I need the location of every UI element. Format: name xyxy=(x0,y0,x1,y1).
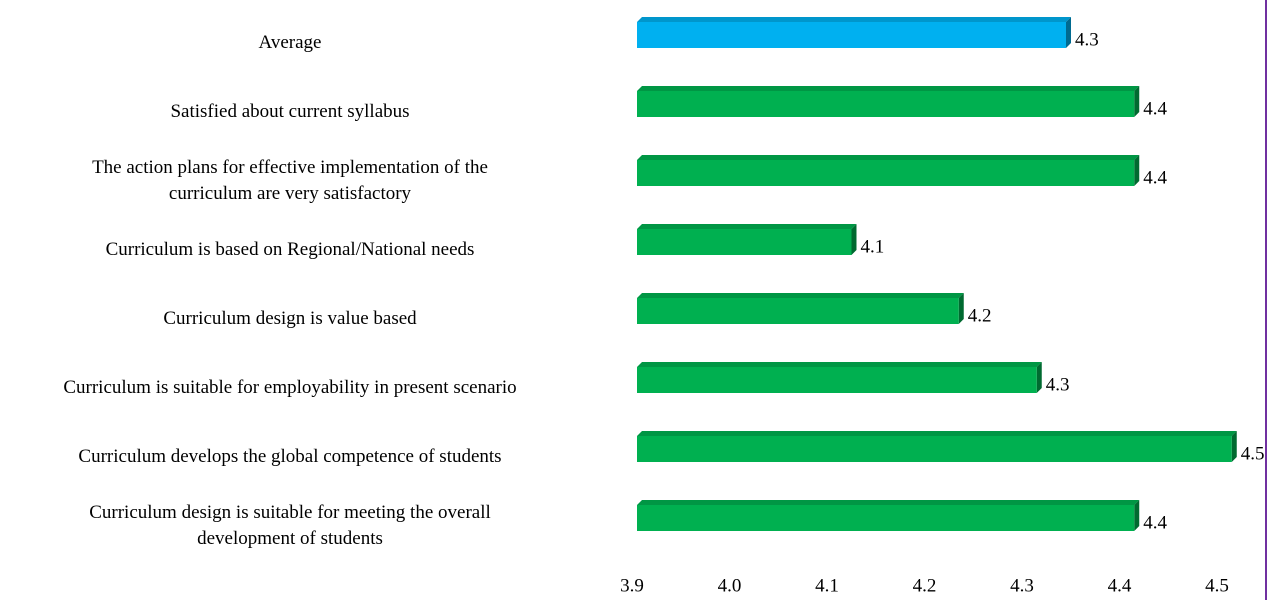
data-label: 4.3 xyxy=(1075,29,1099,50)
bar-side xyxy=(851,224,857,255)
bar-side xyxy=(1134,86,1140,117)
bar-top xyxy=(637,224,857,229)
data-label: 4.4 xyxy=(1143,167,1167,188)
bar-top xyxy=(637,293,964,298)
x-tick-label: 3.9 xyxy=(620,575,644,596)
data-label: 4.1 xyxy=(861,236,885,257)
data-label: 4.4 xyxy=(1143,512,1167,533)
bar xyxy=(637,91,1135,117)
category-label: Curriculum is suitable for employability… xyxy=(63,377,517,398)
data-label: 4.4 xyxy=(1143,98,1167,119)
bar xyxy=(637,436,1232,462)
x-tick-label: 4.1 xyxy=(815,575,839,596)
bar-side xyxy=(1036,362,1042,393)
bar-side xyxy=(1134,500,1140,531)
x-tick-label: 4.4 xyxy=(1108,575,1132,596)
category-label: The action plans for effective implement… xyxy=(92,157,488,204)
bar-side xyxy=(1231,431,1237,462)
bar xyxy=(637,505,1135,531)
category-label: Curriculum design is suitable for meetin… xyxy=(89,502,491,549)
bar-top xyxy=(637,155,1140,160)
x-tick-label: 4.0 xyxy=(718,575,742,596)
x-tick-label: 4.2 xyxy=(913,575,937,596)
category-label: Satisfied about current syllabus xyxy=(170,101,410,122)
data-label: 4.5 xyxy=(1241,443,1265,464)
bar-side xyxy=(958,293,964,324)
bar xyxy=(637,229,852,255)
bar-top xyxy=(637,86,1140,91)
category-label: Curriculum design is value based xyxy=(163,308,417,329)
data-label: 4.2 xyxy=(968,305,992,326)
bar xyxy=(637,160,1135,186)
bar xyxy=(637,367,1037,393)
data-label: 4.3 xyxy=(1046,374,1070,395)
bar-top xyxy=(637,431,1237,436)
category-label: Curriculum develops the global competenc… xyxy=(78,446,502,467)
bar-top xyxy=(637,500,1140,505)
bar-top xyxy=(637,362,1042,367)
x-tick-label: 4.5 xyxy=(1205,575,1229,596)
bar xyxy=(637,22,1066,48)
category-label: Curriculum is based on Regional/National… xyxy=(105,239,475,260)
bar-side xyxy=(1134,155,1140,186)
category-label: Average xyxy=(258,32,322,53)
bar-side xyxy=(1066,17,1071,48)
bar-top xyxy=(637,17,1071,22)
x-tick-label: 4.3 xyxy=(1010,575,1034,596)
bar xyxy=(637,298,959,324)
